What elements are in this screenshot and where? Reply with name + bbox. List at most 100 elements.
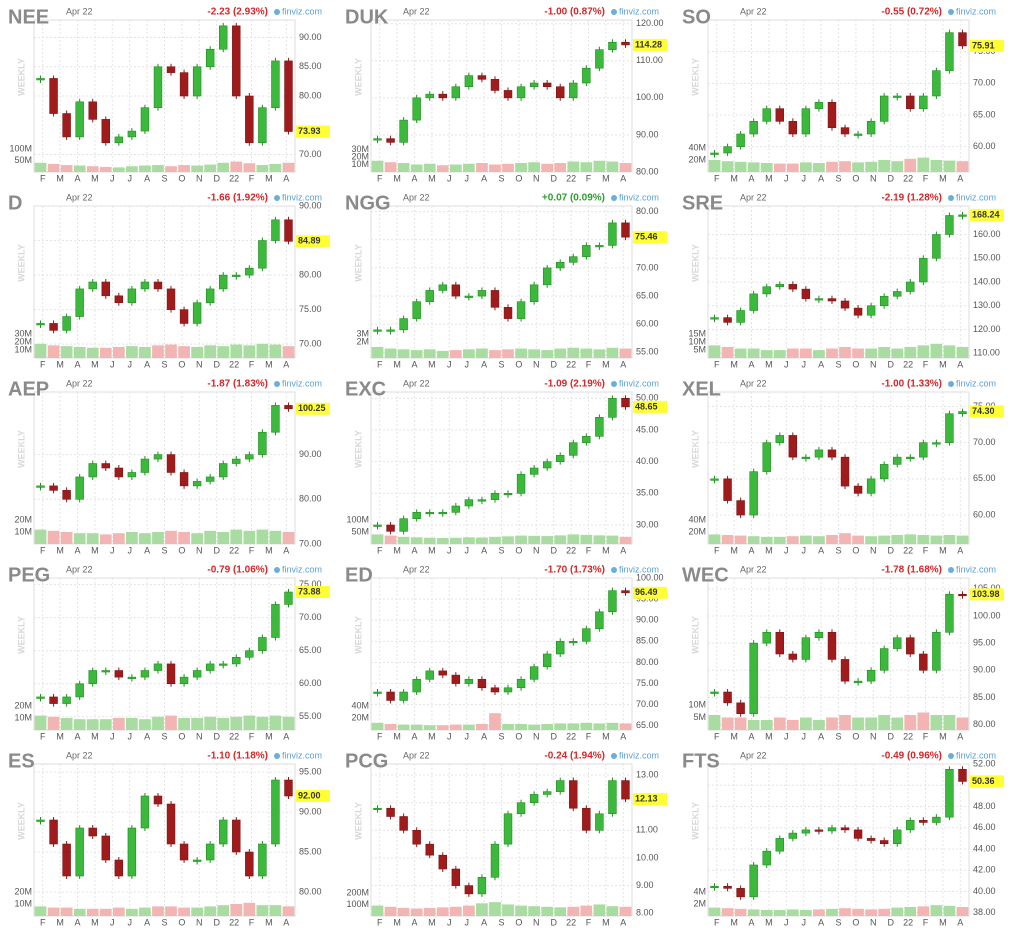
volume-bar — [813, 536, 825, 544]
month-label: A — [748, 173, 754, 183]
volume-tick-label: 20M — [351, 712, 369, 722]
month-label: S — [835, 173, 841, 183]
month-label: M — [939, 359, 947, 369]
month-label: J — [464, 917, 469, 927]
candle — [919, 653, 928, 671]
last-price-box — [296, 790, 330, 802]
y-tick-label: 90.00 — [299, 806, 322, 816]
volume-bar — [384, 906, 397, 916]
candle — [192, 859, 202, 862]
candle — [179, 309, 189, 324]
candle — [945, 32, 954, 71]
month-label: A — [411, 917, 417, 927]
candle — [205, 288, 215, 304]
volume-tick-label: 100M — [346, 899, 369, 909]
volume-bar — [904, 534, 917, 544]
stock-panel: F M A M J J A S O N D 22 F M A80.0085.0090.0095.00100.… — [682, 564, 1004, 741]
site: finviz.com — [619, 192, 659, 202]
candle — [749, 293, 758, 311]
weekly-label: WEEKLY — [353, 802, 363, 840]
y-tick-label: 65.00 — [636, 290, 659, 300]
volume-bar — [502, 724, 514, 730]
volume-bar — [800, 348, 812, 358]
candle — [114, 859, 124, 877]
stock-panel: F M A M J J A S O N D 22 F M A110.00120.00130.00140.00… — [682, 192, 1004, 369]
candle — [271, 779, 280, 845]
volume-bar — [760, 163, 773, 172]
volume-bar — [397, 907, 410, 916]
month-label: O — [178, 173, 185, 183]
y-tick-label: 60.00 — [636, 319, 659, 329]
volume-bar — [217, 346, 230, 358]
month-label: J — [464, 359, 469, 369]
month-label: M — [765, 359, 773, 369]
month-label: M — [765, 173, 773, 183]
candle — [723, 691, 732, 704]
last-price-label: 168.24 — [972, 209, 1000, 219]
site-icon — [948, 381, 954, 387]
volume-bar — [230, 161, 243, 172]
y-tick-label: 52.00 — [973, 758, 996, 768]
volume-bar — [397, 724, 410, 730]
volume-bar — [917, 157, 930, 172]
y-tick-label: 10.00 — [636, 852, 659, 862]
candle — [582, 628, 591, 642]
volume-bar — [126, 166, 138, 172]
month-label: D — [213, 359, 220, 369]
volume-bar — [436, 350, 449, 358]
y-tick-label: 45.00 — [636, 424, 659, 434]
ticker: DUK — [345, 6, 389, 28]
volume-bar — [269, 905, 282, 916]
candle — [477, 75, 487, 80]
month-label: M — [602, 173, 610, 183]
month-label: D — [887, 359, 894, 369]
candle — [516, 802, 526, 815]
month-label: N — [870, 173, 877, 183]
volume-bar — [580, 722, 593, 730]
candle — [932, 70, 941, 97]
month-label: S — [835, 359, 841, 369]
candle — [775, 631, 784, 655]
month-label: A — [818, 917, 824, 927]
last-price-label: 73.93 — [298, 126, 321, 136]
candle — [192, 66, 202, 97]
candle — [827, 827, 837, 832]
candle — [62, 843, 71, 877]
stock-panel: F M A M J J A S O N D 22 F M A80.0090.00100.00110.0012… — [345, 6, 667, 183]
y-tick-label: 80.00 — [299, 269, 322, 279]
candle — [595, 611, 604, 629]
site: finviz.com — [956, 192, 996, 202]
month-label: J — [784, 173, 789, 183]
y-tick-label: 50.00 — [636, 393, 659, 403]
site: finviz.com — [619, 564, 659, 574]
candle — [153, 663, 163, 671]
candle — [192, 302, 202, 324]
volume-bar — [256, 343, 269, 358]
month-label: O — [852, 173, 859, 183]
volume-bar — [515, 905, 527, 916]
month-label: M — [428, 173, 436, 183]
ticker: PEG — [8, 564, 50, 586]
month-label: A — [818, 545, 824, 555]
volume-bar — [917, 535, 930, 544]
month-label: J — [464, 173, 469, 183]
candle — [608, 780, 617, 815]
month-label: N — [533, 173, 540, 183]
candle — [386, 524, 395, 532]
last-price-box — [970, 405, 1004, 418]
site-icon — [611, 381, 617, 387]
candle — [801, 456, 811, 459]
candle — [75, 476, 84, 500]
candle — [399, 691, 408, 701]
candle — [723, 885, 732, 889]
candle — [866, 121, 876, 135]
last-price-box — [296, 235, 330, 248]
volume-bar — [60, 718, 73, 730]
month-label: J — [464, 731, 469, 741]
volume-bar — [917, 712, 930, 730]
volume-tick-label: 30M — [14, 329, 32, 339]
month-label: N — [870, 731, 877, 741]
month-label: 22 — [229, 545, 239, 555]
volume-bar — [502, 349, 514, 358]
volume-bar — [60, 165, 73, 172]
